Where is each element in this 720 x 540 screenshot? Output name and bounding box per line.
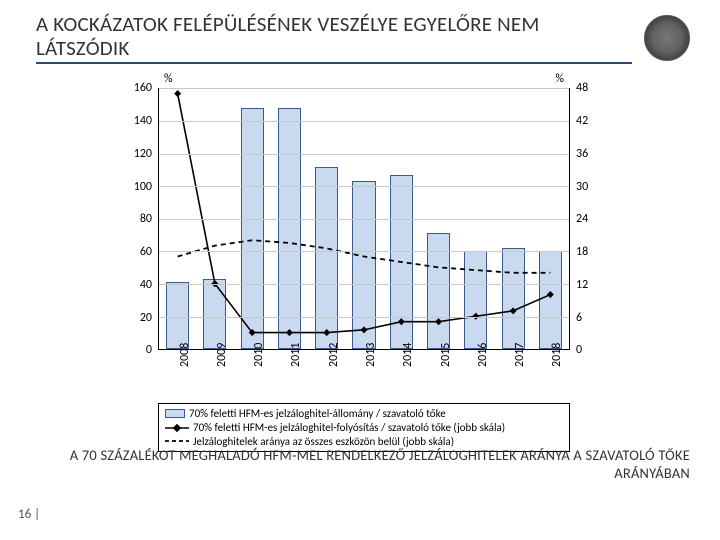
unit-left: % xyxy=(164,72,173,86)
y-axis-right: 0612182430364248 xyxy=(570,88,610,350)
y-axis-left: 020406080100120140160 xyxy=(110,88,158,350)
legend-item-bar: 70% feletti HFM-es jelzáloghitel-állomán… xyxy=(165,407,563,421)
subtitle: A 70 SZÁZALÉKOT MEGHALADÓ HFM-MEL RENDEL… xyxy=(60,447,690,482)
plot-area: 2008200920102011201220132014201520162017… xyxy=(158,88,570,350)
page-number: 16 | xyxy=(18,507,40,522)
unit-right: % xyxy=(555,72,564,86)
legend-item-line-solid: 70% feletti HFM-es jelzáloghitel-folyósí… xyxy=(165,421,563,435)
logo-icon xyxy=(644,15,690,61)
legend: 70% feletti HFM-es jelzáloghitel-állomán… xyxy=(158,403,570,452)
page-title: A KOCKÁZATOK FELÉPÜLÉSÉNEK VESZÉLYE EGYE… xyxy=(36,12,632,64)
combo-chart: % % 020406080100120140160 06121824303642… xyxy=(110,76,610,386)
